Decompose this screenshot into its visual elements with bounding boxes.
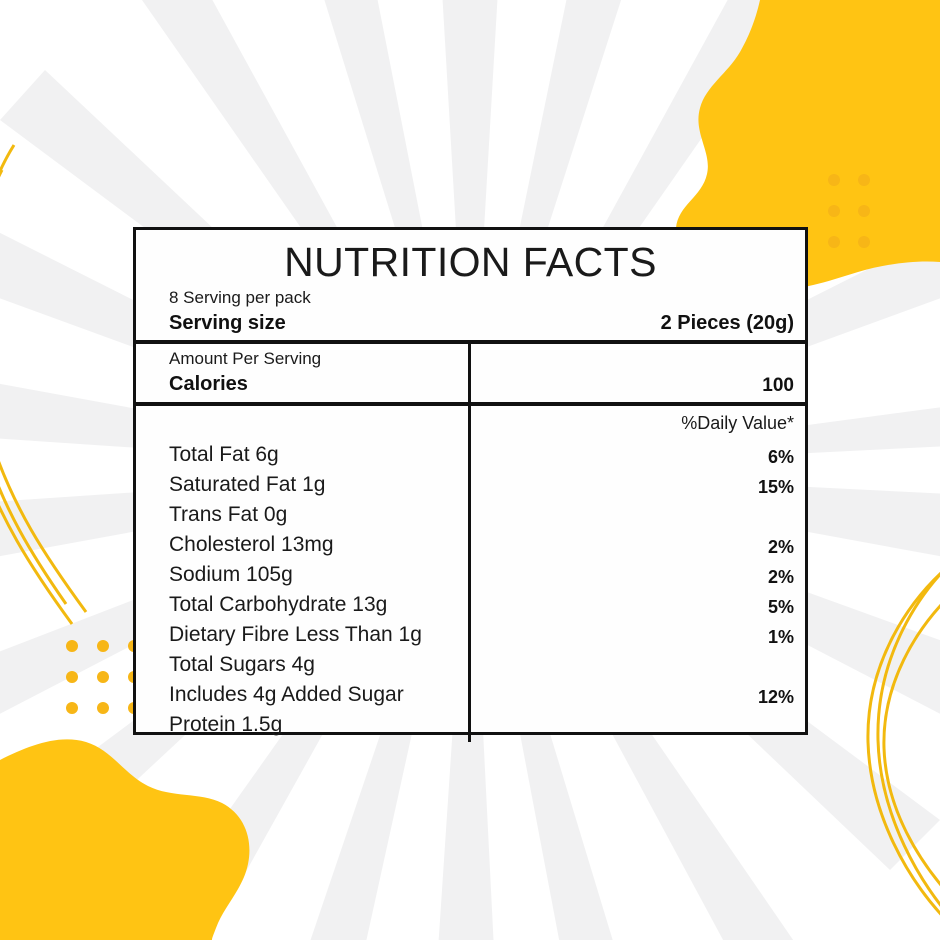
nutrient-row-name: Cholesterol 13mg bbox=[169, 533, 334, 557]
bottom-left-yellow-blob bbox=[0, 739, 250, 940]
nutrient-name-column: Total Fat 6g Saturated Fat 1g Trans Fat … bbox=[136, 406, 471, 743]
daily-value: 5% bbox=[767, 597, 794, 618]
dot bbox=[828, 205, 840, 217]
daily-value-header: %Daily Value* bbox=[681, 413, 794, 434]
dot bbox=[828, 174, 840, 186]
serving-size-row: Serving size 2 Pieces (20g) bbox=[169, 310, 794, 337]
daily-value bbox=[471, 502, 794, 532]
nutrient-row-name: Total Sugars 4g bbox=[169, 653, 315, 677]
serving-size-value: 2 Pieces (20g) bbox=[660, 312, 794, 335]
daily-value: 2% bbox=[767, 567, 794, 588]
dot-grid-top-right bbox=[828, 174, 870, 248]
daily-value bbox=[471, 712, 794, 742]
title-row: NUTRITION FACTS bbox=[136, 230, 805, 286]
nutrient-body: Total Fat 6g Saturated Fat 1g Trans Fat … bbox=[136, 406, 805, 743]
nutrient-row-name: Sodium 105g bbox=[169, 563, 293, 587]
calories-left-cell: Amount Per Serving Calories bbox=[136, 344, 471, 403]
daily-value: 1% bbox=[767, 627, 794, 648]
daily-value-column: %Daily Value* 6% 15% 2% 2% 5% 1% 12% bbox=[471, 406, 805, 742]
daily-value: 12% bbox=[757, 687, 794, 708]
nutrient-row-name: Dietary Fibre Less Than 1g bbox=[169, 623, 422, 647]
nutrient-row-name: Saturated Fat 1g bbox=[169, 473, 326, 497]
daily-value: 15% bbox=[757, 477, 794, 498]
right-yellow-arcs bbox=[866, 572, 940, 916]
dot bbox=[97, 671, 109, 683]
nutrient-row-name: Total Carbohydrate 13g bbox=[169, 593, 388, 617]
daily-value bbox=[471, 652, 794, 682]
daily-value: 6% bbox=[767, 447, 794, 468]
amount-per-serving-label: Amount Per Serving bbox=[169, 349, 322, 369]
calories-block: Amount Per Serving Calories 100 bbox=[136, 344, 805, 407]
calories-value: 100 bbox=[762, 374, 794, 396]
nutrition-facts-panel: NUTRITION FACTS 8 Serving per pack Servi… bbox=[133, 227, 808, 743]
nutrient-row-name: Includes 4g Added Sugar bbox=[169, 683, 404, 707]
dot-grid-bottom-left bbox=[66, 640, 140, 714]
dot bbox=[858, 174, 870, 186]
dot bbox=[97, 640, 109, 652]
servings-per-pack: 8 Serving per pack bbox=[169, 288, 311, 308]
dot bbox=[66, 702, 78, 714]
calories-right-cell: 100 bbox=[471, 344, 805, 402]
daily-value: 2% bbox=[767, 537, 794, 558]
dot bbox=[828, 236, 840, 248]
nutrient-row-name: Trans Fat 0g bbox=[169, 503, 288, 527]
dot bbox=[66, 671, 78, 683]
servings-block: 8 Serving per pack Serving size 2 Pieces… bbox=[136, 286, 805, 345]
nutrient-row-name: Protein 1.5g bbox=[169, 713, 283, 737]
dot bbox=[858, 236, 870, 248]
dot bbox=[97, 702, 109, 714]
dot bbox=[858, 205, 870, 217]
serving-size-label: Serving size bbox=[169, 312, 286, 335]
dot bbox=[66, 640, 78, 652]
nutrient-row-name: Total Fat 6g bbox=[169, 443, 279, 467]
left-yellow-arcs bbox=[0, 144, 88, 625]
page-title: NUTRITION FACTS bbox=[284, 239, 657, 285]
calories-label: Calories bbox=[169, 373, 248, 396]
